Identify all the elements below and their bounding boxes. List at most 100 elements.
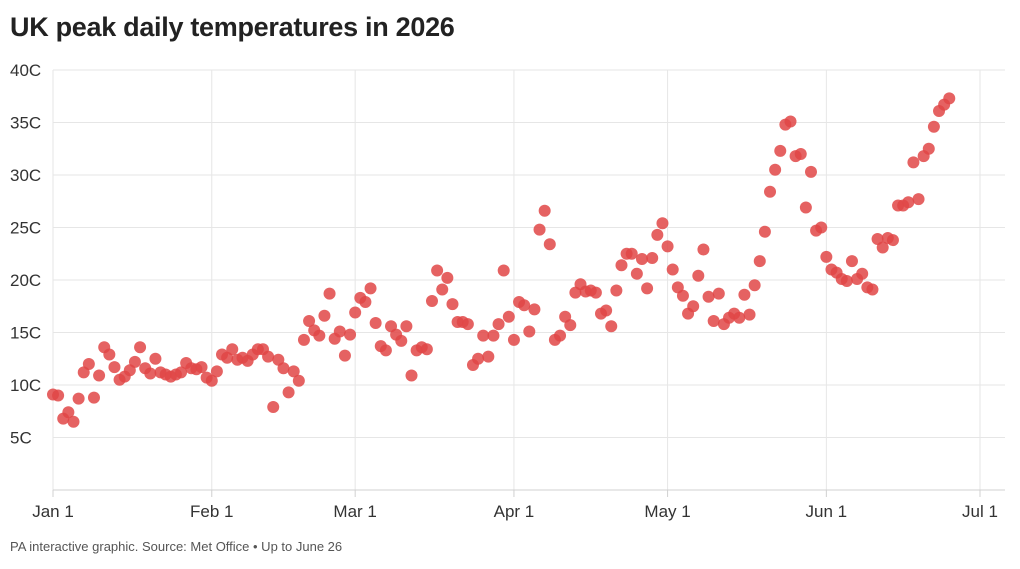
data-point[interactable] xyxy=(62,406,75,419)
data-point[interactable] xyxy=(651,228,664,241)
data-point[interactable] xyxy=(630,267,643,280)
data-point[interactable] xyxy=(738,288,751,301)
data-point[interactable] xyxy=(149,352,162,365)
data-point[interactable] xyxy=(523,325,536,338)
data-point[interactable] xyxy=(195,361,208,374)
data-point[interactable] xyxy=(82,358,95,370)
data-point[interactable] xyxy=(600,304,613,317)
data-point[interactable] xyxy=(205,374,218,387)
data-point[interactable] xyxy=(436,283,449,296)
data-point[interactable] xyxy=(287,365,300,378)
data-point[interactable] xyxy=(425,295,438,307)
data-point[interactable] xyxy=(733,311,746,324)
data-point[interactable] xyxy=(175,366,188,379)
data-point[interactable] xyxy=(395,334,408,347)
data-point[interactable] xyxy=(702,290,715,303)
data-point[interactable] xyxy=(748,279,761,292)
data-point[interactable] xyxy=(297,333,310,346)
data-point[interactable] xyxy=(349,306,362,319)
data-point[interactable] xyxy=(666,263,679,276)
data-point[interactable] xyxy=(323,287,336,300)
data-point[interactable] xyxy=(134,341,147,354)
data-point[interactable] xyxy=(502,310,515,323)
data-point[interactable] xyxy=(543,238,556,251)
data-point[interactable] xyxy=(769,163,782,176)
data-point[interactable] xyxy=(610,284,623,297)
data-point[interactable] xyxy=(615,259,628,272)
data-point[interactable] xyxy=(487,329,500,342)
data-point[interactable] xyxy=(497,264,510,277)
data-point[interactable] xyxy=(784,115,797,128)
data-point[interactable] xyxy=(661,240,674,253)
data-point[interactable] xyxy=(303,314,316,327)
data-point[interactable] xyxy=(282,386,295,399)
data-point[interactable] xyxy=(52,389,65,402)
data-point[interactable] xyxy=(912,193,925,206)
data-point[interactable] xyxy=(482,350,495,363)
data-point[interactable] xyxy=(707,314,720,327)
data-point[interactable] xyxy=(333,325,346,338)
data-point[interactable] xyxy=(359,296,372,309)
data-point[interactable] xyxy=(697,243,710,256)
data-point[interactable] xyxy=(87,391,100,404)
data-point[interactable] xyxy=(518,299,531,312)
data-point[interactable] xyxy=(344,328,357,341)
data-point[interactable] xyxy=(554,329,567,342)
data-point[interactable] xyxy=(292,374,305,387)
data-point[interactable] xyxy=(379,344,392,357)
data-point[interactable] xyxy=(902,196,915,209)
data-point[interactable] xyxy=(507,333,520,346)
data-point[interactable] xyxy=(103,348,116,361)
data-point[interactable] xyxy=(262,350,275,363)
data-point[interactable] xyxy=(461,318,474,331)
data-point[interactable] xyxy=(277,362,290,375)
data-point[interactable] xyxy=(866,283,879,296)
data-point[interactable] xyxy=(840,275,853,288)
data-point[interactable] xyxy=(369,317,382,330)
data-point[interactable] xyxy=(927,120,940,133)
data-point[interactable] xyxy=(774,144,787,157)
data-point[interactable] xyxy=(646,251,659,264)
data-point[interactable] xyxy=(820,250,833,263)
data-point[interactable] xyxy=(67,415,80,428)
data-point[interactable] xyxy=(656,217,669,230)
data-point[interactable] xyxy=(472,352,485,365)
data-point[interactable] xyxy=(845,255,858,268)
data-point[interactable] xyxy=(856,267,869,280)
data-point[interactable] xyxy=(815,221,828,234)
data-point[interactable] xyxy=(405,369,418,382)
data-point[interactable] xyxy=(72,392,85,405)
data-point[interactable] xyxy=(492,318,505,331)
data-point[interactable] xyxy=(267,401,280,414)
data-point[interactable] xyxy=(128,355,141,368)
data-point[interactable] xyxy=(692,269,705,282)
data-point[interactable] xyxy=(446,298,459,311)
data-point[interactable] xyxy=(144,367,157,380)
data-point[interactable] xyxy=(764,185,777,198)
data-point[interactable] xyxy=(477,329,490,342)
data-point[interactable] xyxy=(758,225,771,238)
data-point[interactable] xyxy=(364,282,377,295)
data-point[interactable] xyxy=(907,156,920,169)
data-point[interactable] xyxy=(564,319,577,332)
data-point[interactable] xyxy=(318,309,331,322)
data-point[interactable] xyxy=(743,308,756,321)
data-point[interactable] xyxy=(625,247,638,260)
data-point[interactable] xyxy=(528,303,541,316)
data-point[interactable] xyxy=(605,320,618,333)
data-point[interactable] xyxy=(922,142,935,155)
data-point[interactable] xyxy=(226,343,239,356)
data-point[interactable] xyxy=(676,289,689,302)
data-point[interactable] xyxy=(712,287,725,300)
data-point[interactable] xyxy=(338,349,351,362)
data-point[interactable] xyxy=(400,320,413,333)
data-point[interactable] xyxy=(431,264,444,277)
data-point[interactable] xyxy=(687,300,700,313)
data-point[interactable] xyxy=(753,255,766,268)
data-point[interactable] xyxy=(943,92,956,105)
data-point[interactable] xyxy=(313,329,326,342)
data-point[interactable] xyxy=(799,201,812,214)
data-point[interactable] xyxy=(108,361,121,374)
data-point[interactable] xyxy=(794,148,807,160)
data-point[interactable] xyxy=(589,286,602,299)
